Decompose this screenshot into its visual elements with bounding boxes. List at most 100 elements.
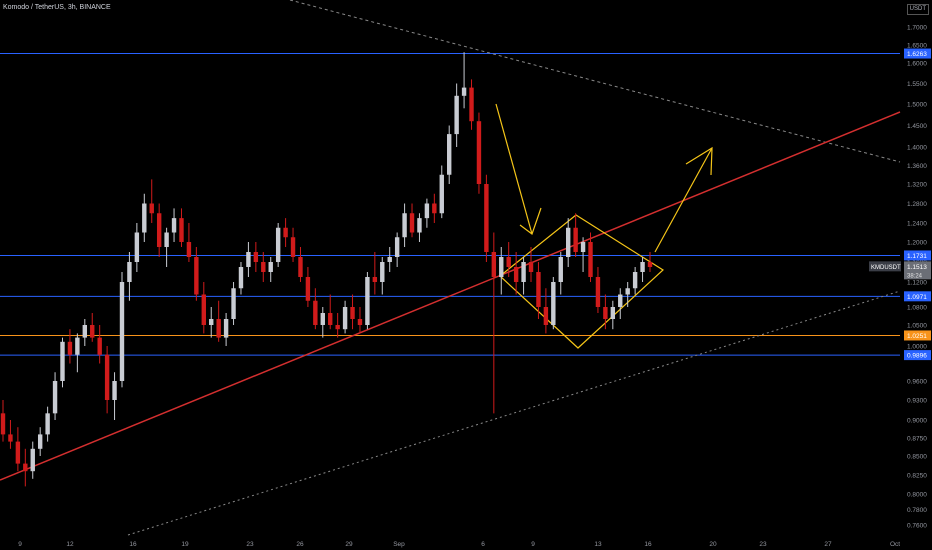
diamond-pattern[interactable] xyxy=(499,214,664,349)
candle-body[interactable] xyxy=(127,262,132,282)
candle-body[interactable] xyxy=(588,242,593,277)
candle-body[interactable] xyxy=(37,434,43,449)
candle-body[interactable] xyxy=(328,313,333,325)
candle-body[interactable] xyxy=(610,307,616,319)
candle-body[interactable] xyxy=(484,184,489,252)
candle-body[interactable] xyxy=(283,227,288,238)
candle-body[interactable] xyxy=(454,95,459,135)
level-price-tag[interactable] xyxy=(904,48,931,59)
candle-body[interactable] xyxy=(417,218,422,233)
candle-body[interactable] xyxy=(543,307,549,325)
candle-body[interactable] xyxy=(573,227,578,252)
candle-body[interactable] xyxy=(305,277,311,301)
candle-body[interactable] xyxy=(625,288,630,295)
level-price-tag[interactable] xyxy=(904,330,931,341)
candle-body[interactable] xyxy=(134,232,140,263)
candle-body[interactable] xyxy=(231,288,236,319)
last-price-tag[interactable] xyxy=(904,261,931,280)
candle-body[interactable] xyxy=(640,262,645,272)
candle-body[interactable] xyxy=(0,413,6,435)
candle-body[interactable] xyxy=(223,319,229,338)
candle-body[interactable] xyxy=(528,262,534,272)
level-price-tag[interactable] xyxy=(904,350,931,361)
candle-body[interactable] xyxy=(119,282,125,381)
candle-body[interactable] xyxy=(506,257,511,267)
candle-body[interactable] xyxy=(536,272,541,307)
candle-body[interactable] xyxy=(387,257,392,262)
candle-body[interactable] xyxy=(394,237,400,257)
candle-body[interactable] xyxy=(298,257,303,277)
candle-body[interactable] xyxy=(194,257,199,295)
candle-body[interactable] xyxy=(15,441,21,464)
candle-body[interactable] xyxy=(142,203,147,233)
candle-body[interactable] xyxy=(365,277,370,325)
candle-body[interactable] xyxy=(461,87,467,96)
candle-body[interactable] xyxy=(23,463,28,472)
candle-body[interactable] xyxy=(469,87,474,122)
candle-body[interactable] xyxy=(179,218,184,242)
candle-body[interactable] xyxy=(342,307,348,330)
candle-body[interactable] xyxy=(75,337,80,355)
candle-body[interactable] xyxy=(380,262,385,282)
candle-body[interactable] xyxy=(402,213,407,238)
candle-body[interactable] xyxy=(313,300,318,325)
candle-body[interactable] xyxy=(335,325,340,330)
candle-body[interactable] xyxy=(67,341,73,355)
candle-body[interactable] xyxy=(499,257,504,277)
candle-body[interactable] xyxy=(268,262,273,272)
candle-body[interactable] xyxy=(513,267,519,282)
candle-body[interactable] xyxy=(632,272,638,289)
level-price-tag[interactable] xyxy=(904,250,931,261)
candle-body[interactable] xyxy=(52,381,58,414)
candle-body[interactable] xyxy=(439,174,444,214)
candle-body[interactable] xyxy=(209,319,214,325)
candle-body[interactable] xyxy=(30,448,35,472)
candle-body[interactable] xyxy=(290,237,296,257)
currency-badge[interactable]: USDT xyxy=(906,4,929,15)
candle-body[interactable] xyxy=(216,319,221,338)
arrow-up-head[interactable] xyxy=(685,146,713,176)
candle-body[interactable] xyxy=(238,267,244,289)
candle-body[interactable] xyxy=(350,307,355,319)
candle-body[interactable] xyxy=(565,227,571,257)
candle-body[interactable] xyxy=(558,257,563,282)
candle-body[interactable] xyxy=(491,252,497,277)
candle-body[interactable] xyxy=(164,232,169,248)
candle-body[interactable] xyxy=(253,252,259,262)
symbol-tag[interactable] xyxy=(869,261,901,272)
lower-dotted-trendline[interactable] xyxy=(127,290,901,536)
candle-body[interactable] xyxy=(447,134,452,175)
candle-body[interactable] xyxy=(618,294,623,308)
candle-body[interactable] xyxy=(171,218,177,233)
arrow-down-line[interactable] xyxy=(495,103,533,235)
candle-body[interactable] xyxy=(149,203,154,214)
candle-body[interactable] xyxy=(97,337,102,355)
candle-body[interactable] xyxy=(432,203,437,214)
candle-body[interactable] xyxy=(246,252,251,267)
arrow-up-line[interactable] xyxy=(654,147,713,253)
candle-body[interactable] xyxy=(647,262,653,267)
candle-body[interactable] xyxy=(580,242,586,252)
candle-body[interactable] xyxy=(595,277,601,307)
candle-body[interactable] xyxy=(60,341,65,381)
level-price-tag[interactable] xyxy=(904,291,931,302)
candle-body[interactable] xyxy=(275,227,281,262)
candle-body[interactable] xyxy=(112,381,117,400)
candle-body[interactable] xyxy=(45,413,50,435)
candle-body[interactable] xyxy=(521,262,526,282)
candle-body[interactable] xyxy=(8,434,13,442)
candle-body[interactable] xyxy=(186,242,192,257)
upper-dotted-trendline[interactable] xyxy=(289,0,901,163)
candle-body[interactable] xyxy=(476,121,482,184)
candle-body[interactable] xyxy=(409,213,415,233)
candle-body[interactable] xyxy=(357,319,363,325)
arrow-down-head[interactable] xyxy=(519,207,542,235)
candle-body[interactable] xyxy=(90,325,95,338)
candle-body[interactable] xyxy=(201,294,206,326)
candle-body[interactable] xyxy=(372,277,378,282)
candle-body[interactable] xyxy=(82,325,88,338)
candle-body[interactable] xyxy=(261,262,266,272)
candle-body[interactable] xyxy=(104,354,110,400)
candle-body[interactable] xyxy=(603,307,608,319)
red-support-trendline[interactable] xyxy=(0,111,901,481)
